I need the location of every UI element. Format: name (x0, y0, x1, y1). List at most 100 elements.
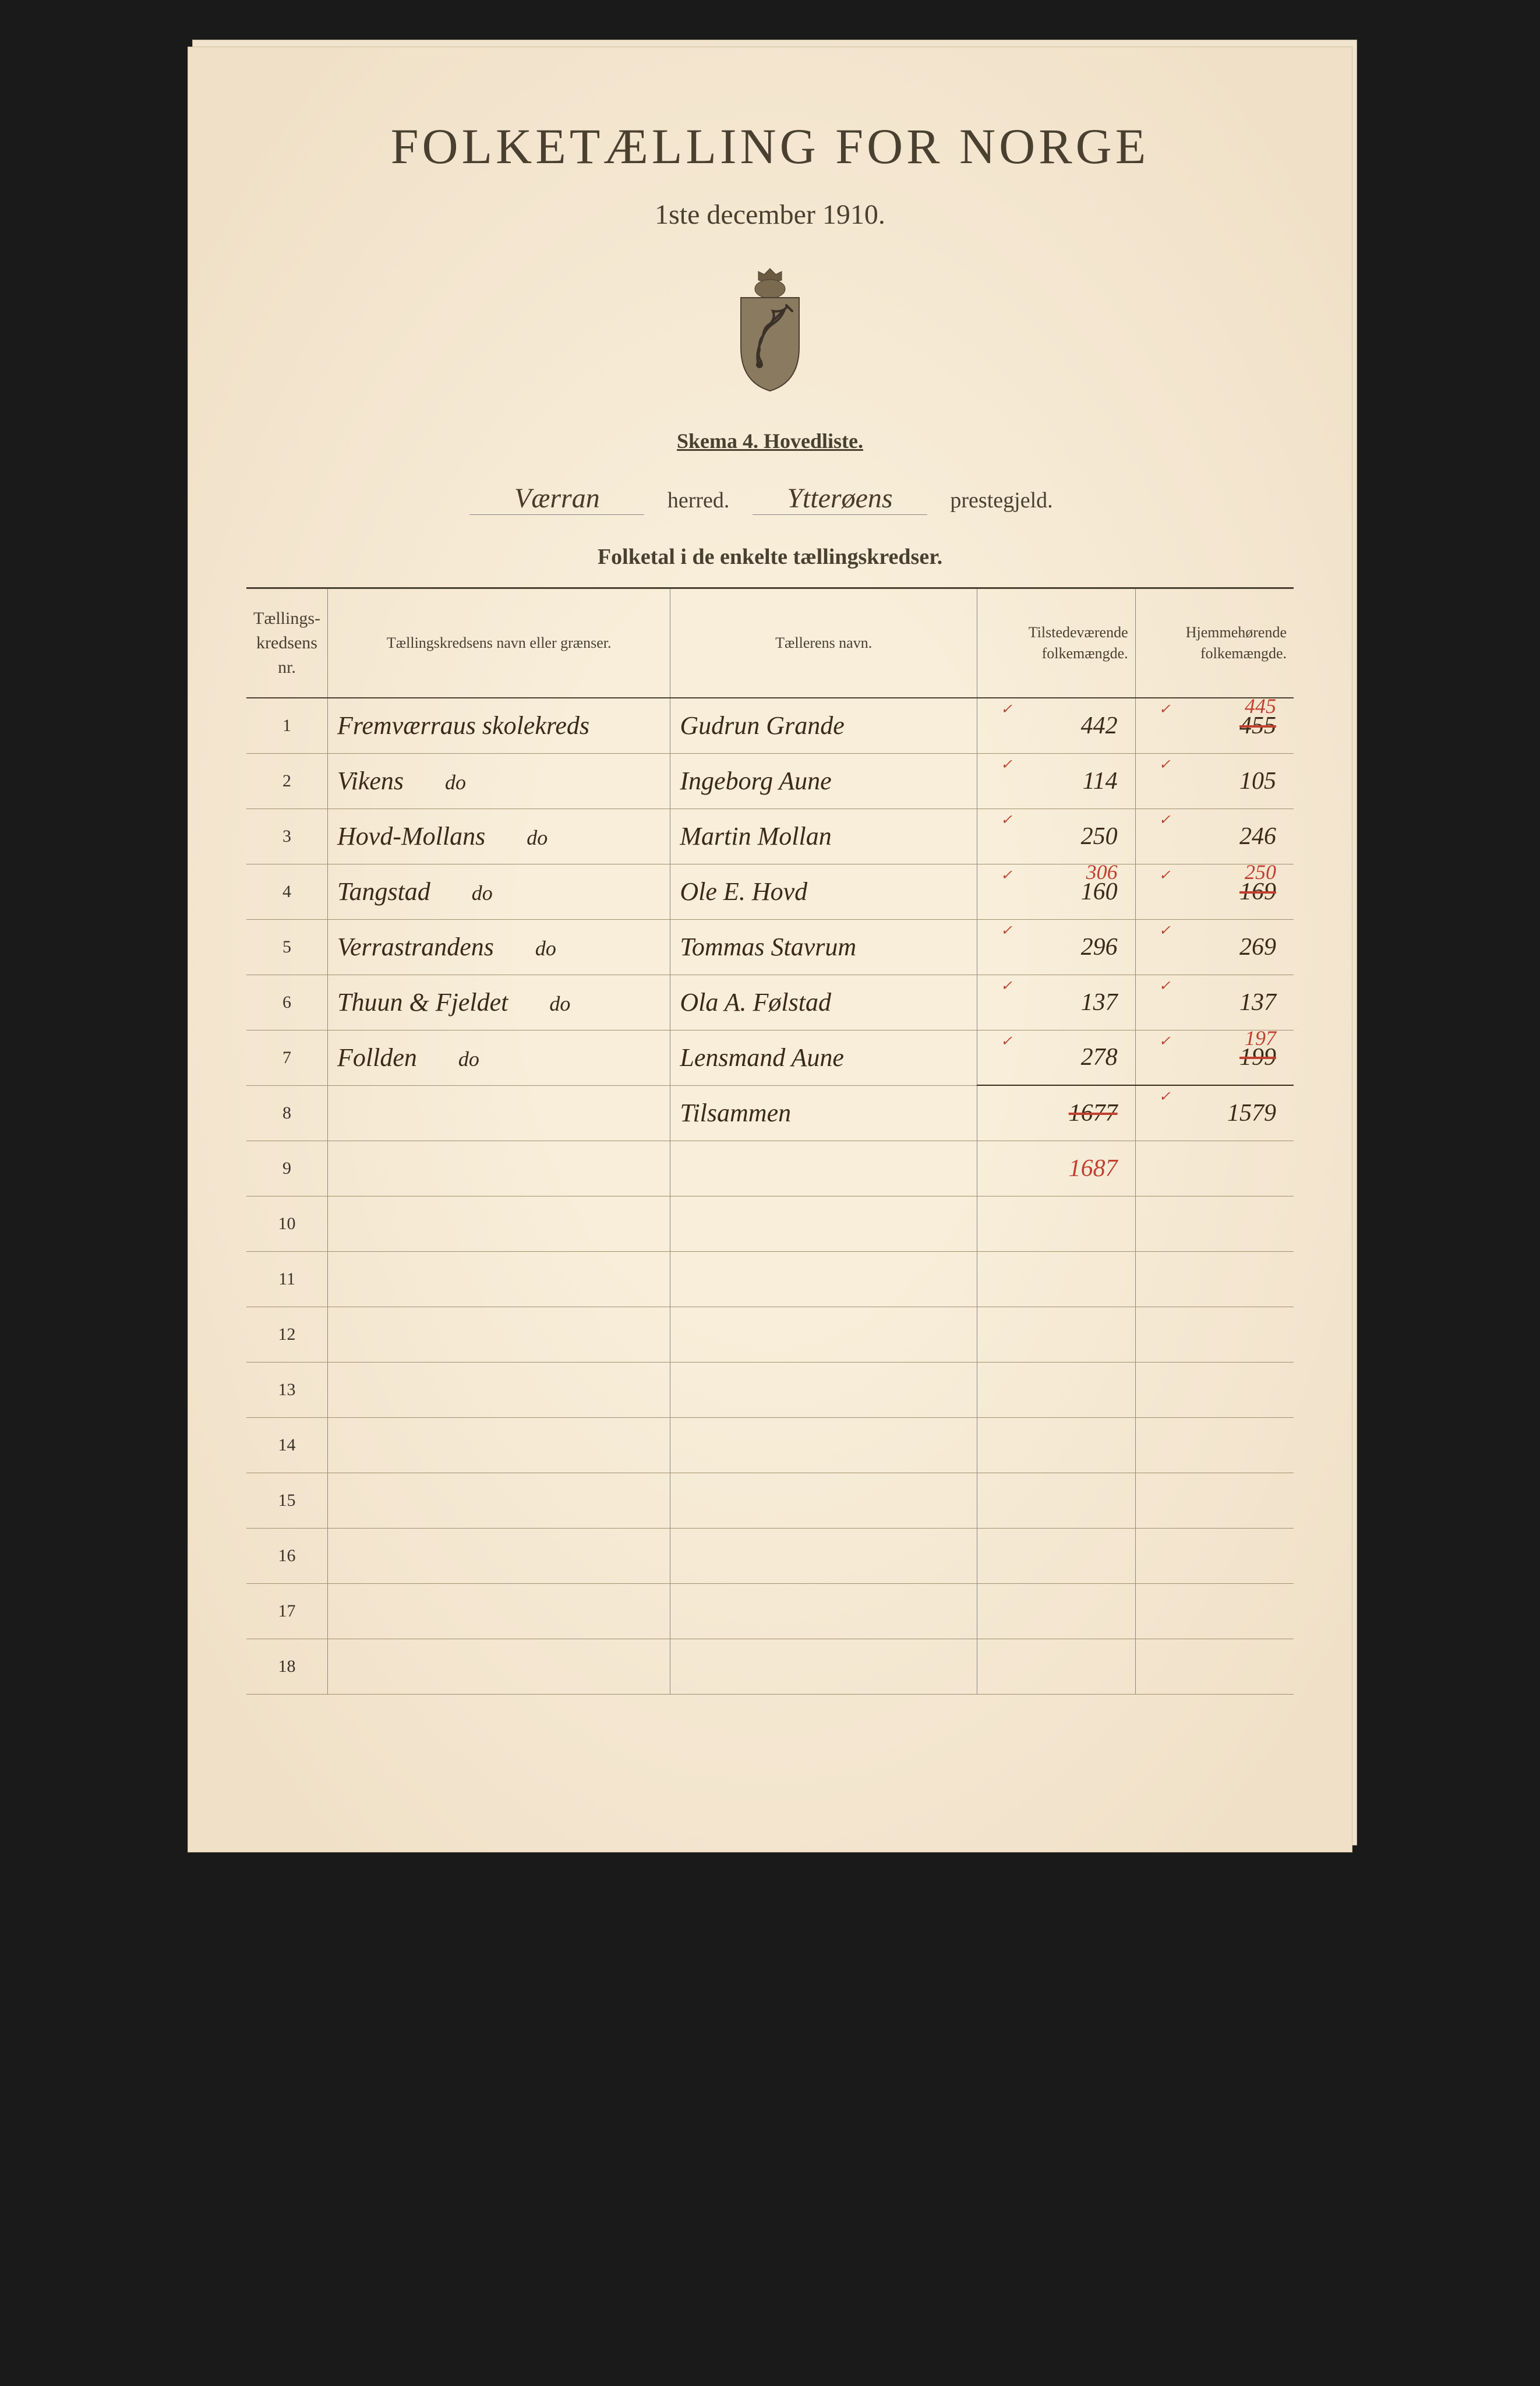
prestegjeld-label: prestegjeld. (950, 488, 1052, 513)
cell-teller: Ola A. Følstad (670, 975, 977, 1030)
cell-teller (670, 1196, 977, 1251)
cell-hjemme: 250✓169 (1135, 864, 1294, 919)
census-table: Tællings- kredsens nr. Tællingskredsens … (246, 587, 1294, 1695)
cell-tilstede (977, 1583, 1136, 1639)
cell-nr: 13 (246, 1362, 328, 1417)
cell-nr: 9 (246, 1141, 328, 1196)
cell-tilstede (977, 1639, 1136, 1694)
main-title: FOLKETÆLLING FOR NORGE (246, 117, 1294, 175)
cell-tilstede: ✓250 (977, 809, 1136, 864)
cell-hjemme: ✓1579 (1135, 1085, 1294, 1141)
cell-name: Fremværraus skolekreds (328, 698, 670, 753)
table-row: 9 1687 (246, 1141, 1294, 1196)
table-row: 14 (246, 1417, 1294, 1473)
cell-hjemme: ✓246 (1135, 809, 1294, 864)
header-tilstede: Tilstedeværende folkemængde. (977, 588, 1136, 698)
cell-teller (670, 1417, 977, 1473)
cell-teller (670, 1639, 977, 1694)
cell-tilstede: 1687 (977, 1141, 1136, 1196)
cell-name: Tangstad do (328, 864, 670, 919)
cell-hjemme: 197✓199 (1135, 1030, 1294, 1085)
cell-hjemme: ✓105 (1135, 753, 1294, 809)
cell-teller (670, 1583, 977, 1639)
cell-name (328, 1141, 670, 1196)
header-name: Tællingskredsens navn eller grænser. (328, 588, 670, 698)
table-row: 6Thuun & Fjeldet doOla A. Følstad✓137✓13… (246, 975, 1294, 1030)
cell-nr: 11 (246, 1251, 328, 1307)
table-row: 4Tangstad doOle E. Hovd306✓160250✓169 (246, 864, 1294, 919)
cell-nr: 5 (246, 919, 328, 975)
table-row: 8Tilsammen1677✓1579 (246, 1085, 1294, 1141)
cell-tilstede (977, 1196, 1136, 1251)
cell-tilstede (977, 1417, 1136, 1473)
cell-name: Follden do (328, 1030, 670, 1085)
cell-name (328, 1528, 670, 1583)
cell-teller: Gudrun Grande (670, 698, 977, 753)
cell-hjemme (1135, 1196, 1294, 1251)
cell-hjemme (1135, 1583, 1294, 1639)
cell-hjemme (1135, 1362, 1294, 1417)
document-stack: FOLKETÆLLING FOR NORGE 1ste december 191… (188, 47, 1352, 1852)
table-row: 1Fremværraus skolekredsGudrun Grande✓442… (246, 698, 1294, 753)
cell-teller (670, 1251, 977, 1307)
cell-hjemme (1135, 1528, 1294, 1583)
cell-nr: 14 (246, 1417, 328, 1473)
table-row: 10 (246, 1196, 1294, 1251)
cell-name (328, 1307, 670, 1362)
cell-nr: 1 (246, 698, 328, 753)
cell-nr: 10 (246, 1196, 328, 1251)
cell-teller: Tilsammen (670, 1085, 977, 1141)
table-row: 18 (246, 1639, 1294, 1694)
cell-name (328, 1196, 670, 1251)
cell-tilstede: 306✓160 (977, 864, 1136, 919)
cell-nr: 12 (246, 1307, 328, 1362)
cell-name: Thuun & Fjeldet do (328, 975, 670, 1030)
cell-name: Vikens do (328, 753, 670, 809)
location-line: Værran herred. Ytterøens prestegjeld. (246, 482, 1294, 515)
table-row: 5Verrastrandens doTommas Stavrum✓296✓269 (246, 919, 1294, 975)
cell-hjemme (1135, 1417, 1294, 1473)
cell-nr: 8 (246, 1085, 328, 1141)
cell-teller: Ingeborg Aune (670, 753, 977, 809)
table-row: 13 (246, 1362, 1294, 1417)
cell-teller: Lensmand Aune (670, 1030, 977, 1085)
cell-hjemme: 445✓455 (1135, 698, 1294, 753)
schema-label: Skema 4. Hovedliste. (246, 429, 1294, 453)
cell-hjemme: ✓137 (1135, 975, 1294, 1030)
cell-tilstede (977, 1473, 1136, 1528)
date-subtitle: 1ste december 1910. (246, 199, 1294, 231)
cell-tilstede (977, 1251, 1136, 1307)
cell-teller (670, 1141, 977, 1196)
cell-tilstede: ✓137 (977, 975, 1136, 1030)
table-row: 16 (246, 1528, 1294, 1583)
cell-nr: 3 (246, 809, 328, 864)
table-caption: Folketal i de enkelte tællingskredser. (246, 544, 1294, 570)
cell-name (328, 1473, 670, 1528)
cell-teller (670, 1473, 977, 1528)
cell-hjemme (1135, 1141, 1294, 1196)
cell-hjemme: ✓269 (1135, 919, 1294, 975)
table-row: 7Follden doLensmand Aune✓278197✓199 (246, 1030, 1294, 1085)
header-teller: Tællerens navn. (670, 588, 977, 698)
cell-teller (670, 1307, 977, 1362)
table-row: 2Vikens doIngeborg Aune✓114✓105 (246, 753, 1294, 809)
herred-label: herred. (667, 488, 730, 513)
table-row: 11 (246, 1251, 1294, 1307)
cell-nr: 18 (246, 1639, 328, 1694)
cell-name (328, 1417, 670, 1473)
cell-name (328, 1362, 670, 1417)
cell-teller (670, 1362, 977, 1417)
cell-name (328, 1085, 670, 1141)
cell-tilstede: ✓442 (977, 698, 1136, 753)
cell-nr: 15 (246, 1473, 328, 1528)
cell-nr: 7 (246, 1030, 328, 1085)
census-document: FOLKETÆLLING FOR NORGE 1ste december 191… (188, 47, 1352, 1852)
cell-nr: 16 (246, 1528, 328, 1583)
table-row: 3Hovd-Mollans doMartin Mollan✓250✓246 (246, 809, 1294, 864)
cell-hjemme (1135, 1639, 1294, 1694)
coat-of-arms-icon (246, 266, 1294, 394)
cell-tilstede: ✓296 (977, 919, 1136, 975)
prestegjeld-value: Ytterøens (753, 482, 927, 515)
cell-teller: Martin Mollan (670, 809, 977, 864)
cell-hjemme (1135, 1251, 1294, 1307)
